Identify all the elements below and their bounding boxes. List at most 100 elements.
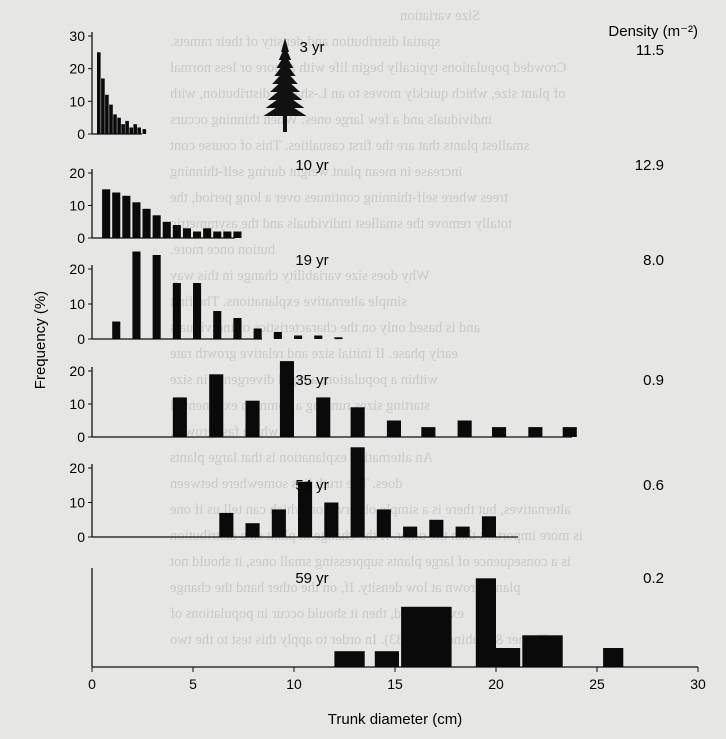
bar	[316, 397, 331, 437]
bar	[122, 195, 131, 239]
bar	[193, 231, 202, 238]
bar	[172, 397, 187, 437]
panel-label: 19 yr	[295, 252, 328, 269]
panels: 30 20 10 0 3 yr 11.5 20 10 0 10 yr 12.9 20 10 0 19 yr 8…	[69, 28, 698, 668]
tree-layer	[267, 86, 303, 100]
bar	[457, 420, 472, 437]
y-tick-label: 0	[77, 429, 85, 445]
x-tick-label: 0	[88, 676, 96, 692]
bar	[213, 231, 222, 238]
y-tick-label: 0	[77, 331, 85, 347]
bar	[401, 606, 452, 667]
density-value: 0.2	[643, 570, 664, 587]
bar	[152, 215, 161, 239]
density-value: 8.0	[643, 252, 664, 269]
bar	[213, 311, 222, 339]
bar	[496, 648, 521, 667]
y-tick-label: 20	[69, 261, 85, 277]
bar	[219, 512, 234, 537]
panel-label: 3 yr	[299, 39, 324, 56]
density-value: 0.6	[643, 477, 664, 494]
density-value: 11.5	[636, 42, 664, 59]
bar	[129, 127, 133, 134]
bar	[492, 427, 507, 437]
x-axis-title: Trunk diameter (cm)	[328, 711, 462, 728]
bar	[334, 651, 365, 667]
bar	[182, 228, 191, 239]
bar	[562, 427, 577, 437]
x-axis: 0 5 10 15 20 25 30	[88, 667, 706, 692]
panel-59yr: 59 yr 0.2	[91, 568, 698, 668]
bar	[132, 202, 141, 239]
bar	[245, 523, 260, 537]
bar	[172, 283, 181, 339]
x-tick-label: 15	[387, 676, 403, 692]
panel-label: 54 yr	[295, 477, 328, 494]
bar	[125, 120, 129, 134]
y-tick-label: 0	[77, 126, 85, 142]
bar	[522, 635, 563, 667]
bar	[142, 208, 151, 239]
panel-19yr: 20 10 0 19 yr 8.0	[69, 251, 664, 347]
density-value: 0.9	[643, 372, 664, 389]
bar	[350, 447, 365, 537]
x-tick-label: 25	[589, 676, 605, 692]
bar	[105, 94, 109, 134]
bar	[203, 228, 212, 239]
bar	[223, 231, 232, 238]
bar	[455, 526, 470, 537]
bar	[421, 427, 436, 437]
bar	[429, 519, 444, 538]
bar	[133, 124, 137, 134]
bar	[350, 407, 365, 437]
bar	[233, 318, 242, 339]
bar	[101, 78, 105, 134]
bar	[528, 427, 543, 437]
bar	[109, 104, 113, 134]
bar	[279, 361, 294, 437]
bar	[172, 225, 181, 238]
bar	[233, 231, 242, 238]
bar	[97, 52, 101, 134]
bar	[132, 251, 141, 339]
tree-layer	[274, 62, 296, 76]
tree-layer	[278, 46, 292, 60]
y-tick-label: 20	[69, 460, 85, 476]
panel-10yr: 20 10 0 10 yr 12.9	[69, 157, 664, 246]
bar	[152, 255, 161, 339]
bar	[324, 502, 339, 537]
bar	[142, 129, 147, 134]
bar	[376, 509, 391, 537]
density-value: 12.9	[635, 157, 664, 174]
y-tick-label: 20	[69, 165, 85, 181]
y-tick-label: 20	[69, 61, 85, 77]
tree-trunk	[283, 112, 287, 132]
panel-3yr: 30 20 10 0 3 yr 11.5	[69, 28, 664, 142]
tree-layer	[270, 78, 300, 92]
y-axis-title: Frequency (%)	[32, 291, 49, 389]
panel-label: 10 yr	[295, 157, 328, 174]
panel-54yr: 20 10 0 54 yr 0.6	[69, 447, 664, 545]
bar	[245, 400, 260, 437]
bar	[294, 335, 303, 339]
y-tick-label: 10	[69, 93, 85, 109]
tree-layer	[272, 70, 298, 84]
bar	[117, 117, 121, 134]
y-tick-label: 10	[69, 495, 85, 511]
bar	[271, 509, 286, 537]
y-tick-label: 0	[77, 529, 85, 545]
bar	[253, 328, 262, 339]
bar	[481, 516, 496, 537]
bar	[603, 648, 624, 667]
conifer-tree-icon	[263, 38, 307, 132]
bar	[314, 335, 323, 339]
tree-layer	[265, 94, 305, 108]
bar	[112, 321, 121, 339]
bar	[403, 526, 418, 537]
bar	[137, 127, 141, 134]
bar	[112, 192, 121, 238]
bar	[298, 481, 313, 537]
bar	[334, 337, 343, 340]
bar	[193, 283, 202, 339]
